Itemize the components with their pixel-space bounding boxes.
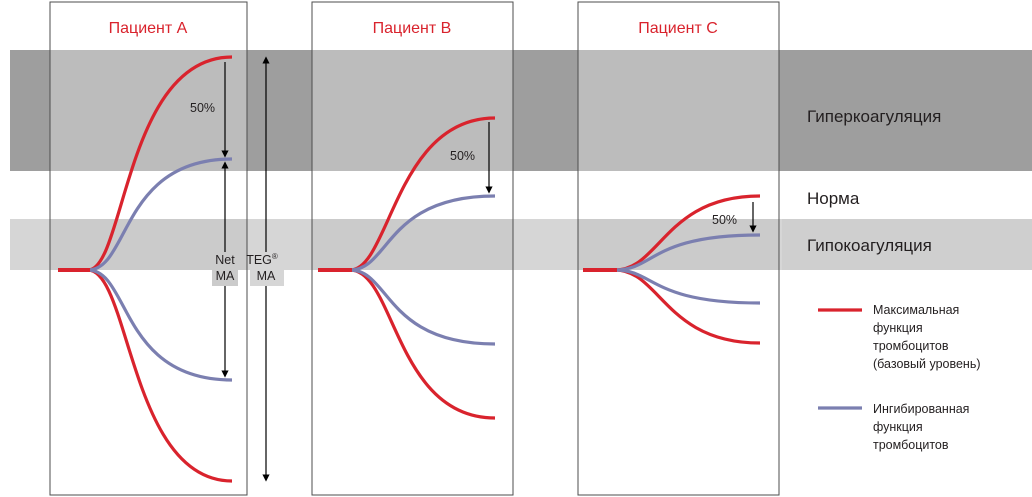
panel-c-inhibited-upper-curve	[614, 233, 761, 272]
panel-a-frame	[49, 1, 248, 496]
panel-c-title: Пациент C	[638, 20, 718, 37]
net-ma-label-bg	[212, 252, 238, 286]
panel-c-inhibited-lower-curve	[614, 268, 761, 305]
net-ma-label-line2: MA	[216, 269, 235, 283]
legend-max-function-line3: тромбоцитов	[873, 339, 949, 353]
legend-inhibited-function-line2: функция	[873, 420, 923, 434]
panel-a-50pct-label: 50%	[190, 101, 215, 115]
panel-a-inhibited-lower-curve	[87, 268, 233, 382]
zone-label-hypo: Гипокоагуляция	[807, 236, 932, 255]
panel-b-inhibited-lower-curve	[349, 268, 496, 346]
panel-a-title: Пациент A	[109, 20, 188, 37]
panel-patient-a: Пациент A 50% Net MA	[49, 1, 248, 496]
panel-b-hypo-inner	[312, 219, 513, 270]
legend-inhibited-function-line3: тромбоцитов	[873, 438, 949, 452]
panel-b-title: Пациент B	[373, 20, 452, 37]
legend: Максимальная функция тромбоцитов (базовы…	[818, 303, 981, 452]
teg-ma-label-line1: TEG®	[246, 252, 278, 267]
panel-patient-b: Пациент B 50%	[311, 1, 514, 496]
panel-c-50pct-label: 50%	[712, 213, 737, 227]
zone-label-hyper: Гиперкоагуляция	[807, 107, 941, 126]
teg-ma-indicator: TEG® MA	[246, 56, 284, 482]
teg-ma-label-text: TEG	[246, 253, 272, 267]
panel-c-max-lower-curve	[614, 268, 761, 345]
teg-ma-label-bg	[250, 252, 284, 286]
panel-a-inhibited-upper-curve	[87, 157, 233, 272]
panel-b-frame	[311, 1, 514, 496]
panel-b-inhibited-upper-curve	[349, 194, 496, 272]
legend-max-function-line4: (базовый уровень)	[873, 357, 981, 371]
zone-label-normal: Норма	[807, 189, 860, 208]
panel-c-hyper-inner	[578, 50, 779, 171]
panel-b-hyper-inner	[312, 50, 513, 171]
panel-a-hyper-inner	[50, 50, 247, 171]
net-ma-label-line1: Net	[215, 253, 235, 267]
teg-ma-registered-mark: ®	[272, 252, 278, 261]
panel-b-max-lower-curve	[349, 268, 496, 420]
panel-c-frame	[577, 1, 780, 496]
legend-inhibited-function-line1: Ингибированная	[873, 402, 969, 416]
hypo-band-label-area	[782, 219, 1032, 270]
panel-b-max-upper-curve	[349, 116, 496, 272]
panel-a-max-upper-curve	[58, 55, 233, 272]
teg-ma-label-line2: MA	[257, 269, 276, 283]
panel-patient-c: Пациент C 50%	[577, 1, 780, 496]
panel-a-max-lower-curve	[87, 268, 233, 483]
legend-max-function-line1: Максимальная	[873, 303, 959, 317]
legend-max-function-line2: функция	[873, 321, 923, 335]
panel-b-50pct-label: 50%	[450, 149, 475, 163]
